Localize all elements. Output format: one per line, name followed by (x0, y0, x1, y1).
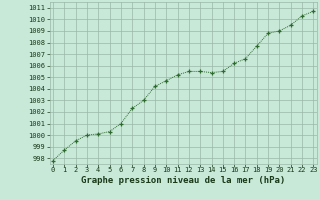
X-axis label: Graphe pression niveau de la mer (hPa): Graphe pression niveau de la mer (hPa) (81, 176, 285, 185)
